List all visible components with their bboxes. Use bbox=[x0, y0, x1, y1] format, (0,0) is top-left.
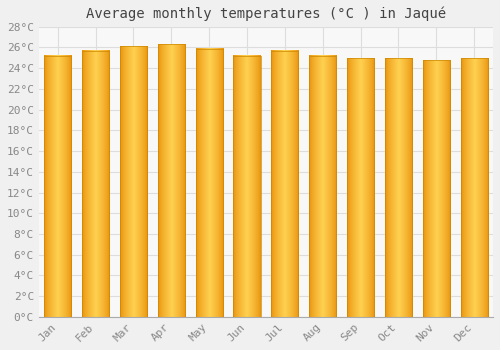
Bar bbox=[309, 56, 336, 317]
Bar bbox=[234, 56, 260, 317]
Bar bbox=[347, 58, 374, 317]
Bar bbox=[44, 56, 72, 317]
Bar bbox=[158, 44, 185, 317]
Bar bbox=[460, 58, 488, 317]
Bar bbox=[82, 51, 109, 317]
Title: Average monthly temperatures (°C ) in Jaqué: Average monthly temperatures (°C ) in Ja… bbox=[86, 7, 446, 21]
Bar bbox=[196, 49, 223, 317]
Bar bbox=[271, 51, 298, 317]
Bar bbox=[422, 60, 450, 317]
Bar bbox=[120, 47, 147, 317]
Bar bbox=[385, 58, 412, 317]
